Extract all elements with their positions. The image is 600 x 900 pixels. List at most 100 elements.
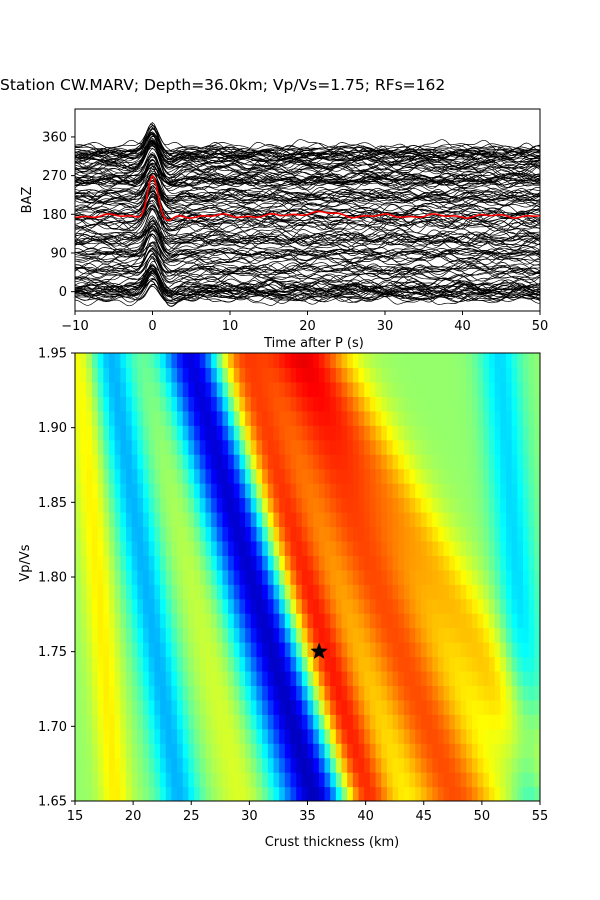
heatmap-cell xyxy=(494,728,501,744)
heatmap-cell xyxy=(199,454,207,470)
heatmap-cell xyxy=(505,526,513,542)
heatmap-cell xyxy=(500,584,507,600)
heatmap-cell xyxy=(103,743,110,759)
heatmap-cell xyxy=(97,526,104,542)
heatmap-cell xyxy=(341,555,348,571)
heatmap-cell xyxy=(358,555,365,571)
heatmap-cell xyxy=(279,598,286,614)
heatmap-cell xyxy=(205,540,212,556)
heatmap-cell xyxy=(335,497,343,513)
heatmap-cell xyxy=(194,656,201,672)
heatmap-cell xyxy=(392,454,399,470)
heatmap-cell xyxy=(126,526,133,542)
heatmap-cell xyxy=(511,627,518,643)
heatmap-cell xyxy=(318,511,326,528)
heatmap-cell xyxy=(165,627,172,643)
heatmap-cell xyxy=(284,454,292,470)
heatmap-cell xyxy=(449,613,456,629)
heatmap-cell xyxy=(392,714,399,730)
heatmap-cell xyxy=(534,425,540,441)
heatmap-cell xyxy=(92,598,99,614)
heatmap-cell xyxy=(143,656,150,672)
heatmap-cell xyxy=(92,569,99,585)
heatmap-cell xyxy=(301,772,309,788)
heatmap-cell xyxy=(188,714,195,730)
heatmap-cell xyxy=(386,598,394,614)
heatmap-cell xyxy=(143,526,150,542)
heatmap-cell xyxy=(437,613,445,629)
heatmap-cell xyxy=(454,396,462,412)
heatmap-cell xyxy=(392,613,399,629)
heatmap-cell xyxy=(483,743,490,759)
heatmap-cell xyxy=(86,757,93,773)
heatmap-cell xyxy=(511,757,518,773)
heatmap-cell xyxy=(80,728,87,744)
heatmap-cell xyxy=(500,743,507,759)
heatmap-cell xyxy=(290,353,297,369)
heatmap-cell xyxy=(392,743,399,759)
heatmap-cell xyxy=(443,642,450,658)
heatmap-cell xyxy=(296,425,303,441)
heatmap-cell xyxy=(375,613,382,629)
heatmap-cell xyxy=(165,642,172,658)
heatmap-cell xyxy=(437,497,445,513)
heatmap-cell xyxy=(517,642,524,658)
heatmap-cell xyxy=(409,642,416,658)
heatmap-cell xyxy=(137,584,144,600)
heatmap-cell xyxy=(177,526,184,542)
heatmap-cell xyxy=(471,540,479,556)
heatmap-cell xyxy=(250,757,258,773)
heatmap-cell xyxy=(352,367,360,383)
heatmap-cell xyxy=(477,555,484,571)
heatmap-cell xyxy=(188,540,195,556)
heatmap-cell xyxy=(432,425,439,441)
heatmap-cell xyxy=(369,757,377,773)
heatmap-cell xyxy=(109,555,116,571)
heatmap-cell xyxy=(250,642,258,658)
heatmap-cell xyxy=(165,353,172,369)
heatmap-cell xyxy=(131,627,138,643)
heatmap-cell xyxy=(324,714,331,730)
heatmap-cell xyxy=(364,743,371,759)
heatmap-cell xyxy=(415,656,422,672)
heatmap-cell xyxy=(182,584,190,600)
heatmap-cell xyxy=(222,410,229,426)
heatmap-cell xyxy=(392,642,399,658)
heatmap-cell xyxy=(307,410,314,426)
heatmap-cell xyxy=(432,584,439,600)
heatmap-cell xyxy=(160,786,167,801)
heatmap-cell xyxy=(182,555,190,571)
heatmap-cell xyxy=(80,786,87,801)
heatmap-cell xyxy=(432,699,439,715)
heatmap-cell xyxy=(114,757,121,773)
heatmap-cell xyxy=(211,642,218,658)
heatmap-cell xyxy=(80,540,87,556)
heatmap-cell xyxy=(284,555,292,571)
heatmap-cell xyxy=(415,439,422,455)
heatmap-cell xyxy=(205,367,212,383)
heatmap-cell xyxy=(505,613,513,629)
heatmap-cell xyxy=(517,772,524,788)
heatmap-cell xyxy=(262,598,269,614)
heatmap-cell xyxy=(386,786,394,801)
heatmap-cell xyxy=(92,497,99,513)
heatmap-cell xyxy=(522,714,530,730)
heatmap-cell xyxy=(488,670,496,686)
heatmap-cell xyxy=(307,757,314,773)
bottom-x-ticks: 15 20 25 30 35 40 45 50 55 xyxy=(67,801,548,824)
heatmap-cell xyxy=(279,728,286,744)
heatmap-cell xyxy=(267,526,275,542)
heatmap-cell xyxy=(341,526,348,542)
rf-trace xyxy=(75,128,540,159)
heatmap-cell xyxy=(386,425,394,441)
heatmap-cell xyxy=(381,757,388,773)
heatmap-cell xyxy=(460,642,467,658)
heatmap-cell xyxy=(437,569,445,585)
heatmap-cell xyxy=(403,670,411,686)
heatmap-cell xyxy=(381,772,388,788)
heatmap-cell xyxy=(318,757,326,773)
heatmap-cell xyxy=(301,483,309,499)
heatmap-cell xyxy=(488,511,496,528)
heatmap-cell xyxy=(330,642,337,658)
heatmap-cell xyxy=(137,786,144,801)
